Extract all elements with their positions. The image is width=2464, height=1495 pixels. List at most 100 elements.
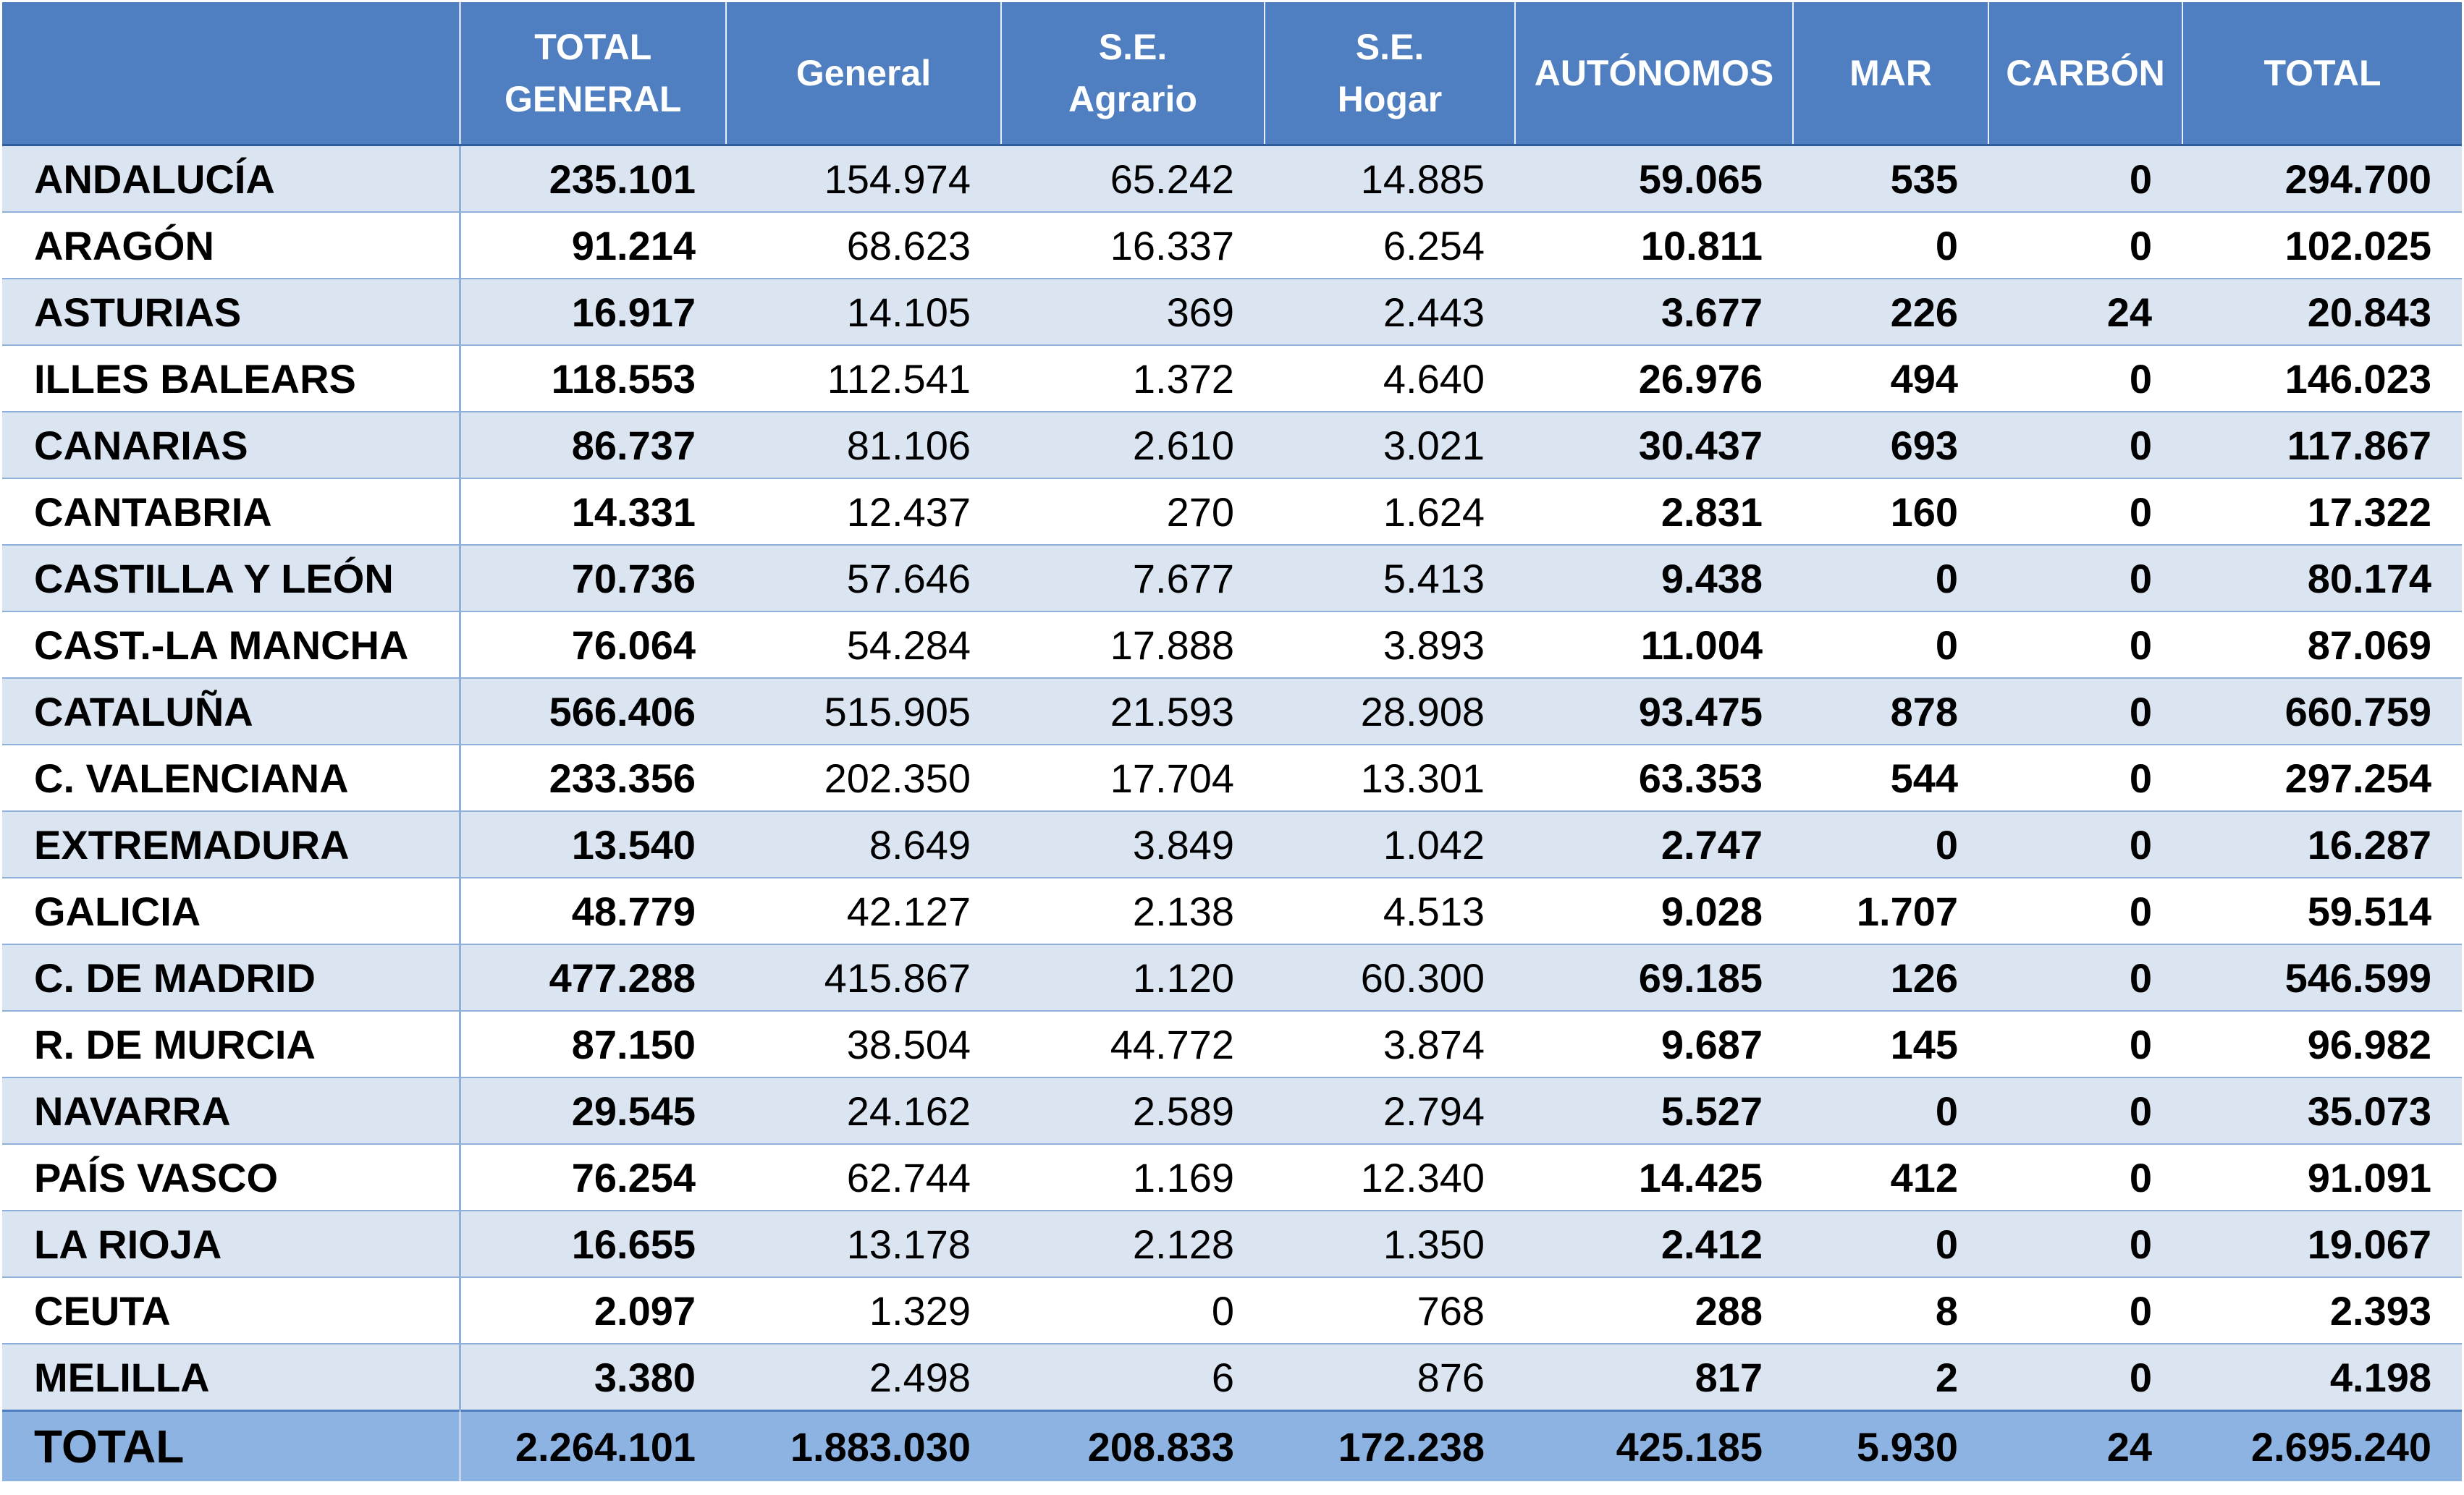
carbon-cell: 0 (1988, 810, 2182, 878)
table-row: NAVARRA 29.545 24.162 2.589 2.794 5.527 0 0 35.0… (2, 1077, 2462, 1145)
autonomos-cell: 14.425 (1515, 1143, 1793, 1211)
mar-cell: 8 (1793, 1276, 1988, 1344)
carbon-cell: 0 (1988, 544, 2182, 612)
general-cell: 8.649 (726, 810, 1001, 878)
table-body: ANDALUCÍA 235.101 154.974 65.242 14.885 59.06… (2, 144, 2462, 1412)
table-row: GALICIA 48.779 42.127 2.138 4.513 9.028 1.707 0… (2, 877, 2462, 945)
total-general-cell: 118.553 (460, 344, 726, 412)
carbon-cell: 24 (1988, 278, 2182, 346)
total-total-general-cell: 2.264.101 (460, 1410, 726, 1481)
total-general-cell: 70.736 (460, 544, 726, 612)
total-cell: 20.843 (2182, 278, 2462, 346)
region-cell: CEUTA (2, 1276, 461, 1344)
carbon-cell: 0 (1988, 211, 2182, 279)
region-cell: PAÍS VASCO (2, 1143, 461, 1211)
carbon-cell: 0 (1988, 744, 2182, 812)
carbon-cell: 0 (1988, 1077, 2182, 1145)
total-general-cell: 29.545 (460, 1077, 726, 1145)
table-row: CAST.-LA MANCHA 76.064 54.284 17.888 3.893 11… (2, 611, 2462, 679)
mar-cell: 0 (1793, 1210, 1988, 1278)
mar-header: MAR (1793, 2, 1989, 146)
table-row: ILLES BALEARS 118.553 112.541 1.372 4.640 26.… (2, 344, 2462, 412)
se-hogar-cell: 3.893 (1265, 611, 1515, 679)
se-hogar-cell: 14.885 (1265, 144, 1515, 213)
total-general-cell: 16.917 (460, 278, 726, 346)
se-agrario-cell: 2.610 (1001, 411, 1265, 479)
total-cell: 2.393 (2182, 1276, 2462, 1344)
region-cell: MELILLA (2, 1343, 461, 1412)
se-hogar-cell: 2.443 (1265, 278, 1515, 346)
general-cell: 202.350 (726, 744, 1001, 812)
total-mar-cell: 5.930 (1793, 1410, 1988, 1481)
total-cell: 297.254 (2182, 744, 2462, 812)
mar-cell: 878 (1793, 677, 1988, 745)
table-row: CASTILLA Y LEÓN 70.736 57.646 7.677 5.413 9.4… (2, 544, 2462, 612)
region-cell: CANTABRIA (2, 478, 461, 546)
table-row: CANTABRIA 14.331 12.437 270 1.624 2.831 160 0 17… (2, 478, 2462, 546)
general-cell: 57.646 (726, 544, 1001, 612)
region-cell: NAVARRA (2, 1077, 461, 1145)
carbon-cell: 0 (1988, 1343, 2182, 1412)
mar-cell: 494 (1793, 344, 1988, 412)
table-row: CANARIAS 86.737 81.106 2.610 3.021 30.437 693 0… (2, 411, 2462, 479)
region-cell: CASTILLA Y LEÓN (2, 544, 461, 612)
total-cell: 660.759 (2182, 677, 2462, 745)
table-row: CATALUÑA 566.406 515.905 21.593 28.908 93.475… (2, 677, 2462, 745)
se-hogar-cell: 12.340 (1265, 1143, 1515, 1211)
general-cell: 68.623 (726, 211, 1001, 279)
total-general-cell: 87.150 (460, 1010, 726, 1078)
mar-cell: 544 (1793, 744, 1988, 812)
se-hogar-header: S.E. Hogar (1265, 2, 1516, 146)
mar-cell: 1.707 (1793, 877, 1988, 945)
total-general-cell: 3.380 (460, 1343, 726, 1412)
autonomos-cell: 11.004 (1515, 611, 1793, 679)
total-header: TOTAL (2182, 2, 2462, 146)
total-general-cell: 86.737 (460, 411, 726, 479)
total-cell: 80.174 (2182, 544, 2462, 612)
total-autonomos-cell: 425.185 (1515, 1410, 1793, 1481)
table-row: LA RIOJA 16.655 13.178 2.128 1.350 2.412 0 0 19.… (2, 1210, 2462, 1278)
carbon-cell: 0 (1988, 1143, 2182, 1211)
se-agrario-cell: 3.849 (1001, 810, 1265, 878)
carbon-cell: 0 (1988, 478, 2182, 546)
region-cell: CATALUÑA (2, 677, 461, 745)
se-hogar-cell: 1.042 (1265, 810, 1515, 878)
general-cell: 81.106 (726, 411, 1001, 479)
general-cell: 38.504 (726, 1010, 1001, 1078)
se-agrario-cell: 0 (1001, 1276, 1265, 1344)
total-cell: 87.069 (2182, 611, 2462, 679)
se-agrario-cell: 7.677 (1001, 544, 1265, 612)
total-se-agrario-cell: 208.833 (1001, 1410, 1265, 1481)
mar-cell: 126 (1793, 944, 1988, 1012)
total-cell: 546.599 (2182, 944, 2462, 1012)
general-cell: 62.744 (726, 1143, 1001, 1211)
se-agrario-cell: 16.337 (1001, 211, 1265, 279)
total-cell: 294.700 (2182, 144, 2462, 213)
se-agrario-cell: 2.128 (1001, 1210, 1265, 1278)
autonomos-cell: 2.412 (1515, 1210, 1793, 1278)
se-hogar-cell: 1.350 (1265, 1210, 1515, 1278)
mar-cell: 693 (1793, 411, 1988, 479)
total-se-hogar-cell: 172.238 (1265, 1410, 1515, 1481)
total-general-cell: 1.883.030 (726, 1410, 1001, 1481)
total-region-cell: TOTAL (2, 1410, 461, 1481)
total-general-header: TOTAL GENERAL (460, 2, 727, 146)
autonomos-cell: 2.747 (1515, 810, 1793, 878)
mar-cell: 0 (1793, 1077, 1988, 1145)
table-row: EXTREMADURA 13.540 8.649 3.849 1.042 2.747 0 0 1… (2, 810, 2462, 878)
se-hogar-cell: 2.794 (1265, 1077, 1515, 1145)
table-row: C. DE MADRID 477.288 415.867 1.120 60.300 69.… (2, 944, 2462, 1012)
table-row: PAÍS VASCO 76.254 62.744 1.169 12.340 14.425 4… (2, 1143, 2462, 1211)
total-cell: 35.073 (2182, 1077, 2462, 1145)
autonomos-cell: 5.527 (1515, 1077, 1793, 1145)
autonomos-cell: 9.438 (1515, 544, 1793, 612)
region-cell: LA RIOJA (2, 1210, 461, 1278)
total-cell: 102.025 (2182, 211, 2462, 279)
table-row: C. VALENCIANA 233.356 202.350 17.704 13.301 6… (2, 744, 2462, 812)
se-agrario-cell: 21.593 (1001, 677, 1265, 745)
carbon-cell: 0 (1988, 877, 2182, 945)
total-cell: 117.867 (2182, 411, 2462, 479)
total-general-cell: 477.288 (460, 944, 726, 1012)
autonomos-cell: 30.437 (1515, 411, 1793, 479)
